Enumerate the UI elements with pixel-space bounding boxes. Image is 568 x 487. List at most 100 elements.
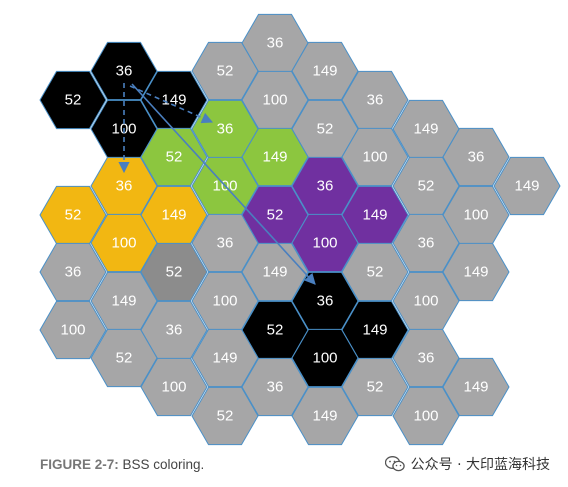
hex-cell: 36 (90, 41, 158, 101)
hex-label: 52 (65, 92, 82, 109)
hex-cell: 52 (241, 185, 309, 245)
hex-label: 149 (413, 121, 438, 138)
hex-label: 149 (312, 63, 337, 80)
hex-cell: 36 (392, 328, 460, 388)
hex-label: 149 (262, 264, 287, 281)
hex-label: 100 (312, 350, 337, 367)
hex-label: 36 (116, 63, 133, 80)
hex-cell: 149 (140, 70, 208, 130)
hex-shape (140, 357, 208, 417)
hex-label: 36 (418, 350, 435, 367)
hex-cell: 52 (341, 242, 409, 302)
hex-cell: 52 (191, 41, 259, 101)
hex-label: 52 (367, 379, 384, 396)
hex-shape (493, 156, 561, 216)
hex-shape (341, 127, 409, 187)
hex-label: 100 (312, 235, 337, 252)
hex-label: 100 (60, 322, 85, 339)
hex-cell: 149 (90, 271, 158, 331)
hex-label: 100 (212, 293, 237, 310)
hex-cell: 100 (291, 213, 359, 273)
hex-cell: 100 (341, 127, 409, 187)
hex-label: 36 (468, 149, 485, 166)
hex-label: 149 (514, 178, 539, 195)
wechat-icon (384, 456, 405, 472)
hex-shape (90, 328, 158, 388)
hex-shape (442, 357, 510, 417)
hex-cell: 100 (291, 328, 359, 388)
hex-label: 52 (116, 350, 133, 367)
hex-label: 36 (267, 379, 284, 396)
hex-cell: 100 (39, 300, 107, 360)
hex-label: 149 (161, 92, 186, 109)
hex-label: 52 (267, 322, 284, 339)
hex-cell: 100 (392, 386, 460, 446)
hex-label: 52 (267, 207, 284, 224)
hex-label: 100 (362, 149, 387, 166)
hex-shape (291, 41, 359, 101)
arrows (118, 83, 316, 285)
hex-shape (90, 41, 158, 101)
hex-cell: 100 (140, 357, 208, 417)
hex-label: 52 (65, 207, 82, 224)
hex-label: 52 (317, 121, 334, 138)
hex-label: 100 (463, 207, 488, 224)
hex-label: 36 (217, 121, 234, 138)
hex-label: 36 (116, 178, 133, 195)
hex-label: 52 (166, 264, 183, 281)
hex-shape (291, 213, 359, 273)
arrow-to-green-36 (129, 85, 214, 124)
hex-cell: 149 (291, 386, 359, 446)
hex-cell: 36 (442, 127, 510, 187)
hex-shape (140, 242, 208, 302)
hex-shape (442, 242, 510, 302)
hex-label: 52 (217, 63, 234, 80)
hex-cell: 149 (241, 127, 309, 187)
hex-label: 149 (362, 322, 387, 339)
watermark: 公众号 · 大印蓝海科技 (384, 454, 550, 474)
hex-label: 100 (262, 92, 287, 109)
hex-label: 36 (217, 235, 234, 252)
hex-shape (291, 328, 359, 388)
hex-label: 149 (312, 408, 337, 425)
hex-label: 52 (166, 149, 183, 166)
hex-label: 149 (463, 379, 488, 396)
hex-label: 36 (317, 178, 334, 195)
hex-shape (191, 213, 259, 273)
hex-shape (191, 386, 259, 446)
hex-cell: 149 (442, 357, 510, 417)
arrow-to-black-36 (131, 83, 316, 285)
hex-cell: 100 (392, 271, 460, 331)
hex-shape (392, 328, 460, 388)
hex-shape (140, 127, 208, 187)
hex-label: 149 (212, 350, 237, 367)
hex-cell: 52 (39, 185, 107, 245)
hex-cell: 52 (140, 242, 208, 302)
hex-shape (392, 213, 460, 273)
hex-shape (39, 70, 107, 130)
hex-cell: 52 (140, 127, 208, 187)
figure-caption: FIGURE 2-7: BSS coloring. (40, 457, 204, 472)
hex-label: 149 (362, 207, 387, 224)
hex-label: 52 (418, 178, 435, 195)
hex-cells: 36 52 149 36 52 149 100 100 36 36 52 149 52 149 100 36 3… (39, 13, 561, 446)
hex-label: 36 (367, 92, 384, 109)
hex-shape (241, 357, 309, 417)
hex-cell: 36 (241, 357, 309, 417)
hex-cell: 52 (191, 386, 259, 446)
figure-label: FIGURE 2-7: (40, 457, 119, 472)
hex-label: 52 (367, 264, 384, 281)
hex-cell: 100 (191, 271, 259, 331)
hex-shape (392, 386, 460, 446)
hex-cell: 36 (392, 213, 460, 273)
hex-label: 36 (166, 322, 183, 339)
hex-shape (191, 41, 259, 101)
hex-label: 100 (413, 408, 438, 425)
hex-shape (39, 300, 107, 360)
hex-label: 149 (161, 207, 186, 224)
hex-label: 36 (418, 235, 435, 252)
hex-shape (341, 357, 409, 417)
hex-label: 52 (217, 408, 234, 425)
hex-shape (90, 213, 158, 273)
